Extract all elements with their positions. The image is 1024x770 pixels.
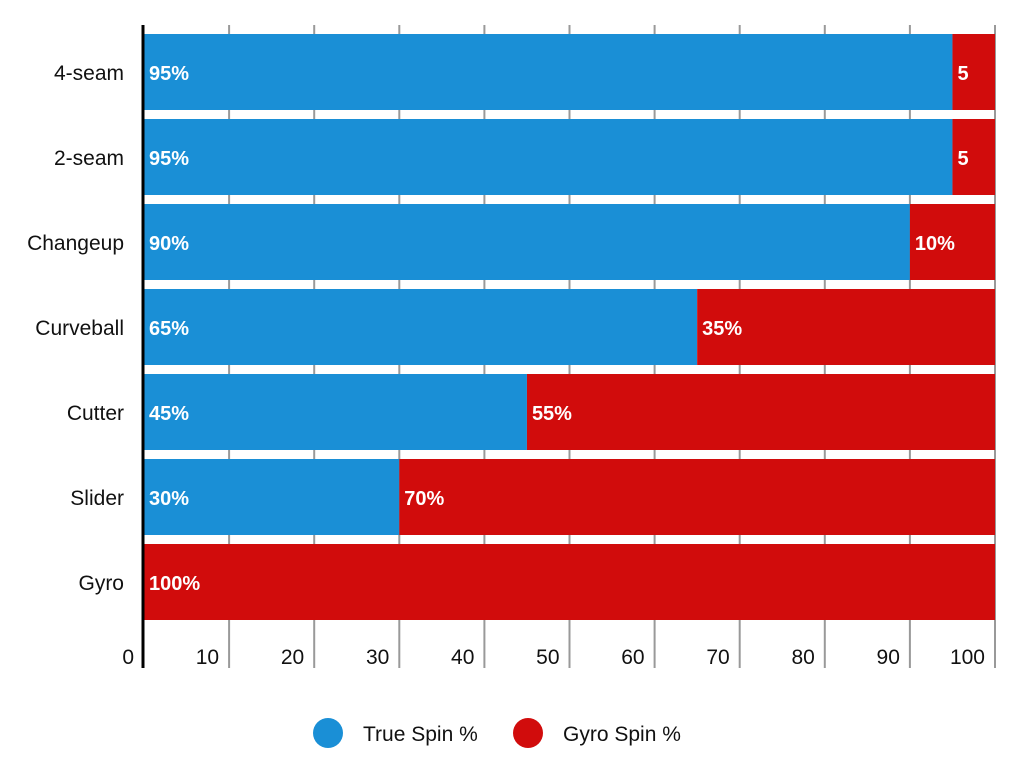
x-tick-label: 90 — [877, 646, 900, 669]
bar-segment — [144, 204, 910, 280]
data-label: 65% — [149, 318, 189, 340]
category-label: Curveball — [35, 317, 124, 340]
category-label: 2-seam — [54, 147, 124, 170]
category-label: Gyro — [78, 572, 124, 595]
category-label: Slider — [70, 487, 124, 510]
category-label: Changeup — [27, 232, 124, 255]
x-tick-label: 20 — [281, 646, 304, 669]
data-label: 55% — [532, 403, 572, 425]
category-label: 4-seam — [54, 62, 124, 85]
bar-segment — [144, 544, 995, 620]
data-label: 10% — [915, 233, 955, 255]
data-label: 100% — [149, 573, 200, 595]
legend-marker — [313, 718, 343, 748]
x-tick-label: 80 — [791, 646, 814, 669]
bar-segment — [144, 34, 953, 110]
data-label: 90% — [149, 233, 189, 255]
bar-segment — [144, 459, 400, 535]
data-label: 30% — [149, 488, 189, 510]
x-tick-label: 0 — [122, 646, 134, 669]
bar-segment — [697, 289, 995, 365]
x-tick-label: 60 — [621, 646, 644, 669]
x-tick-label: 70 — [706, 646, 729, 669]
legend-label: Gyro Spin % — [563, 723, 681, 746]
data-label: 5 — [957, 148, 968, 170]
x-tick-labels: 0 10 20 30 40 50 60 70 80 90 100 — [122, 646, 985, 669]
x-tick-label: 10 — [196, 646, 219, 669]
bar-segment — [144, 119, 953, 195]
data-label: 95% — [149, 148, 189, 170]
category-label: Cutter — [67, 402, 124, 425]
bar-segment — [952, 119, 995, 195]
data-label: 45% — [149, 403, 189, 425]
x-tick-label: 100 — [950, 646, 985, 669]
bar-segment — [909, 204, 995, 280]
bar-segment — [952, 34, 995, 110]
data-label: 5 — [957, 63, 968, 85]
bar-segment — [144, 374, 527, 450]
data-label: 70% — [404, 488, 444, 510]
legend: True Spin % Gyro Spin % — [313, 718, 681, 748]
bars: 95% 5 95% 5 90% 10% 65% 35% 45% 55% 30% 70% 100% — [144, 34, 995, 620]
bar-segment — [399, 459, 995, 535]
x-tick-label: 40 — [451, 646, 474, 669]
bar-segment — [144, 289, 698, 365]
legend-label: True Spin % — [363, 723, 478, 746]
legend-marker — [513, 718, 543, 748]
bar-segment — [526, 374, 995, 450]
category-labels: 4-seam 2-seam Changeup Curveball Cutter Slide… — [27, 62, 124, 595]
x-tick-label: 30 — [366, 646, 389, 669]
data-label: 35% — [702, 318, 742, 340]
data-label: 95% — [149, 63, 189, 85]
x-tick-label: 50 — [536, 646, 559, 669]
